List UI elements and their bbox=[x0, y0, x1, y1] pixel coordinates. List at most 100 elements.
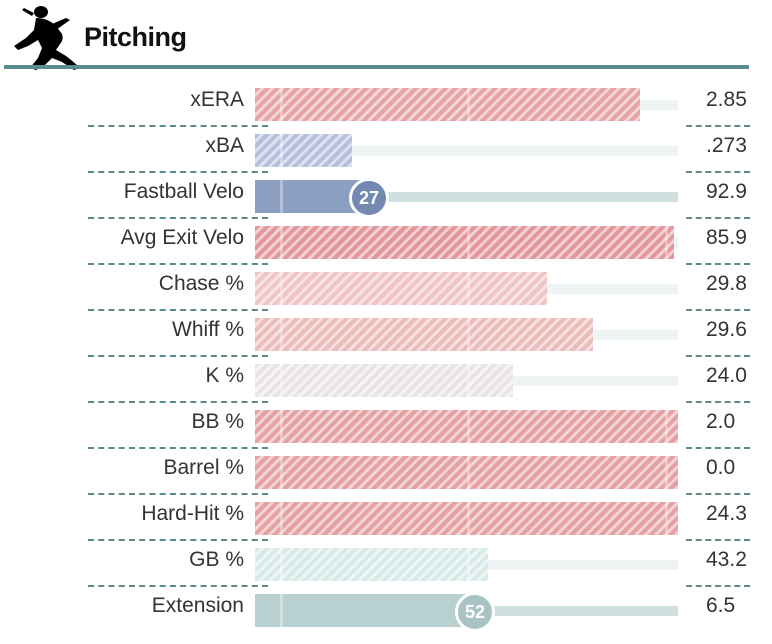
row-divider bbox=[88, 263, 268, 265]
row-divider bbox=[686, 401, 750, 403]
metric-row: xERA 2.85 bbox=[0, 76, 772, 127]
row-divider bbox=[686, 171, 750, 173]
metric-label: Barrel % bbox=[163, 456, 244, 479]
percentile-bar bbox=[255, 594, 475, 627]
percentile-bar bbox=[255, 134, 352, 167]
scale-tick bbox=[280, 134, 283, 167]
row-divider bbox=[686, 217, 750, 219]
row-divider bbox=[88, 171, 268, 173]
percentile-bar bbox=[255, 88, 640, 121]
row-divider bbox=[686, 493, 750, 495]
scale-tick bbox=[280, 456, 283, 489]
scale-tick bbox=[665, 456, 668, 489]
metric-value: 6.5 bbox=[706, 594, 736, 617]
metric-row: xBA .273 bbox=[0, 122, 772, 173]
metric-row: Whiff % 29.6 bbox=[0, 306, 772, 357]
metric-label: Extension bbox=[151, 594, 244, 617]
metric-row: K % 24.0 bbox=[0, 352, 772, 403]
metric-row: Barrel % 0.0 bbox=[0, 444, 772, 495]
metric-row: Extension 52 6.5 bbox=[0, 582, 772, 632]
scale-tick bbox=[467, 456, 470, 489]
percentile-bar bbox=[255, 456, 678, 489]
row-divider bbox=[88, 447, 268, 449]
metric-label: K % bbox=[205, 364, 244, 387]
header-rule bbox=[4, 65, 749, 69]
metric-label: Chase % bbox=[158, 272, 244, 295]
percentile-badge: 52 bbox=[455, 592, 495, 632]
scale-tick bbox=[280, 226, 283, 259]
scale-tick bbox=[467, 364, 470, 397]
metric-row: Avg Exit Velo 85.9 bbox=[0, 214, 772, 265]
percentile-track bbox=[255, 146, 678, 156]
metric-row: Chase % 29.8 bbox=[0, 260, 772, 311]
scale-tick bbox=[280, 364, 283, 397]
percentile-bar bbox=[255, 318, 593, 351]
row-divider bbox=[686, 585, 750, 587]
scale-tick bbox=[467, 88, 470, 121]
metric-value: 2.0 bbox=[706, 410, 736, 433]
row-divider bbox=[88, 493, 268, 495]
metric-value: 29.8 bbox=[706, 272, 747, 295]
metric-value: 24.3 bbox=[706, 502, 747, 525]
scale-tick bbox=[665, 226, 668, 259]
percentile-bar bbox=[255, 364, 513, 397]
scale-tick bbox=[665, 502, 668, 535]
scale-tick bbox=[280, 88, 283, 121]
percentile-bar bbox=[255, 502, 678, 535]
metric-label: Avg Exit Velo bbox=[120, 226, 244, 249]
metric-label: xBA bbox=[205, 134, 244, 157]
metric-label: GB % bbox=[189, 548, 244, 571]
percentile-bar bbox=[255, 272, 547, 305]
metric-row: GB % 43.2 bbox=[0, 536, 772, 587]
scale-tick bbox=[280, 502, 283, 535]
scale-tick bbox=[467, 226, 470, 259]
percentile-bar bbox=[255, 548, 488, 581]
metric-row: Hard-Hit % 24.3 bbox=[0, 490, 772, 541]
scale-tick bbox=[467, 410, 470, 443]
row-divider bbox=[88, 401, 268, 403]
scale-tick bbox=[280, 180, 283, 213]
metric-label: Hard-Hit % bbox=[141, 502, 244, 525]
row-divider bbox=[88, 309, 268, 311]
scale-tick bbox=[467, 318, 470, 351]
row-divider bbox=[686, 447, 750, 449]
metric-value: 85.9 bbox=[706, 226, 747, 249]
row-divider bbox=[686, 263, 750, 265]
row-divider bbox=[686, 355, 750, 357]
scale-tick bbox=[280, 318, 283, 351]
metric-label: Fastball Velo bbox=[123, 180, 244, 203]
metric-value: 24.0 bbox=[706, 364, 747, 387]
metric-value: 2.85 bbox=[706, 88, 747, 111]
metric-label: Whiff % bbox=[172, 318, 244, 341]
percentile-bar bbox=[255, 410, 678, 443]
metric-value: 43.2 bbox=[706, 548, 747, 571]
metric-label: BB % bbox=[191, 410, 244, 433]
scale-tick bbox=[665, 410, 668, 443]
row-divider bbox=[88, 355, 268, 357]
metric-row: BB % 2.0 bbox=[0, 398, 772, 449]
percentile-track bbox=[255, 192, 678, 202]
row-divider bbox=[88, 539, 268, 541]
row-divider bbox=[686, 309, 750, 311]
scale-tick bbox=[467, 502, 470, 535]
metric-value: 92.9 bbox=[706, 180, 747, 203]
row-divider bbox=[88, 125, 268, 127]
scale-tick bbox=[467, 272, 470, 305]
scale-tick bbox=[280, 548, 283, 581]
metric-value: 29.6 bbox=[706, 318, 747, 341]
pitcher-icon bbox=[14, 6, 80, 70]
scale-tick bbox=[467, 548, 470, 581]
row-divider bbox=[686, 539, 750, 541]
metric-value: .273 bbox=[706, 134, 747, 157]
page-title: Pitching bbox=[84, 22, 187, 52]
row-divider bbox=[88, 585, 268, 587]
section-header: Pitching bbox=[0, 0, 772, 70]
metric-row: Fastball Velo 27 92.9 bbox=[0, 168, 772, 219]
percentile-bar bbox=[255, 226, 674, 259]
row-divider bbox=[686, 125, 750, 127]
scale-tick bbox=[280, 272, 283, 305]
scale-tick bbox=[280, 594, 283, 627]
scale-tick bbox=[280, 410, 283, 443]
metric-label: xERA bbox=[190, 88, 244, 111]
metric-value: 0.0 bbox=[706, 456, 736, 479]
